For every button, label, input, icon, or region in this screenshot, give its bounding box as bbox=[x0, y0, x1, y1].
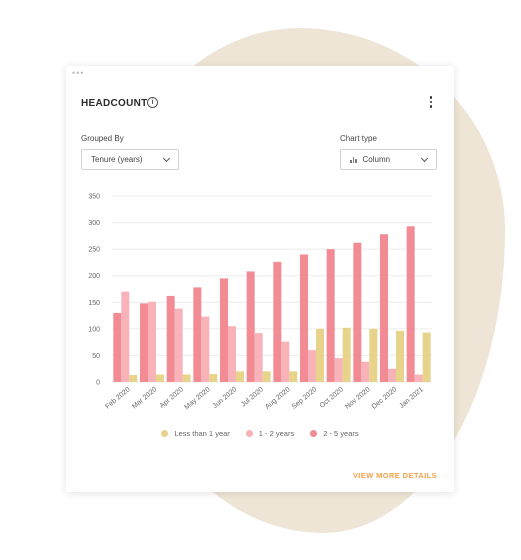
y-tick-label: 350 bbox=[88, 194, 100, 201]
x-tick-label: Oct 2020 bbox=[319, 386, 345, 410]
headcount-card: ••• HEADCOUNT i Grouped By Tenure (years… bbox=[66, 66, 454, 492]
card-title: HEADCOUNT bbox=[81, 98, 148, 109]
grouped-by-select[interactable]: Tenure (years) bbox=[81, 149, 179, 170]
bar-2-5-years[interactable] bbox=[193, 287, 202, 382]
bar-1-2-years[interactable] bbox=[121, 291, 130, 382]
bar-1-2-years[interactable] bbox=[254, 333, 263, 382]
bar-1-2-years[interactable] bbox=[361, 361, 370, 382]
bar-2-5-years[interactable] bbox=[326, 249, 335, 382]
bar-2-5-years[interactable] bbox=[113, 312, 122, 382]
x-tick-label: Jul 2020 bbox=[240, 386, 265, 408]
legend-label: 2 - 5 years bbox=[323, 429, 359, 438]
bar-1-2-years[interactable] bbox=[334, 358, 343, 382]
bar-2-5-years[interactable] bbox=[353, 242, 362, 382]
bar-less-than-1-year[interactable] bbox=[369, 328, 378, 382]
x-tick-label: Aug 2020 bbox=[264, 386, 292, 411]
bar-less-than-1-year[interactable] bbox=[156, 374, 164, 382]
bar-1-2-years[interactable] bbox=[148, 301, 156, 382]
x-tick-label: Apr 2020 bbox=[159, 386, 185, 410]
headcount-column-chart: 0 50 100 150 200 250 300 350 Feb 2020 Mar 2020 Ap… bbox=[88, 194, 432, 411]
x-tick-label: Mar 2020 bbox=[131, 386, 158, 410]
more-options-icon[interactable] bbox=[426, 94, 436, 110]
grouped-by-value: Tenure (years) bbox=[91, 155, 143, 164]
bar-1-2-years[interactable] bbox=[228, 326, 236, 382]
chart-legend: Less than 1 year 1 - 2 years 2 - 5 years bbox=[66, 429, 454, 438]
bar-less-than-1-year[interactable] bbox=[342, 327, 351, 382]
y-axis-ticks: 0 50 100 150 200 250 300 350 bbox=[88, 194, 100, 387]
bar-less-than-1-year[interactable] bbox=[316, 328, 324, 382]
legend-item[interactable]: 1 - 2 years bbox=[245, 429, 295, 438]
legend-label: 1 - 2 years bbox=[258, 429, 295, 438]
bar-less-than-1-year[interactable] bbox=[289, 371, 298, 382]
bar-less-than-1-year[interactable] bbox=[262, 371, 271, 382]
bar-less-than-1-year[interactable] bbox=[129, 375, 138, 382]
bar-less-than-1-year[interactable] bbox=[236, 371, 244, 382]
x-tick-label: Feb 2020 bbox=[104, 386, 131, 410]
y-tick-label: 100 bbox=[88, 326, 100, 333]
bars bbox=[113, 226, 431, 382]
drag-handle-icon[interactable]: ••• bbox=[72, 68, 85, 78]
y-tick-label: 50 bbox=[92, 353, 100, 360]
chart-type-label: Chart type bbox=[340, 134, 377, 143]
bar-2-5-years[interactable] bbox=[140, 303, 148, 382]
bar-less-than-1-year[interactable] bbox=[209, 374, 218, 382]
bar-2-5-years[interactable] bbox=[406, 226, 415, 382]
x-tick-label: Jan 2021 bbox=[398, 386, 425, 410]
bar-1-2-years[interactable] bbox=[174, 308, 183, 382]
chevron-down-icon bbox=[162, 154, 171, 163]
bar-2-5-years[interactable] bbox=[246, 271, 255, 382]
chart-type-select[interactable]: Column bbox=[340, 149, 437, 170]
legend-swatch bbox=[310, 430, 318, 437]
legend-item[interactable]: 2 - 5 years bbox=[310, 429, 359, 438]
grid-lines bbox=[112, 195, 432, 383]
bar-1-2-years[interactable] bbox=[308, 350, 316, 382]
legend-item[interactable]: Less than 1 year bbox=[161, 429, 230, 438]
bar-1-2-years[interactable] bbox=[201, 316, 210, 382]
bar-2-5-years[interactable] bbox=[220, 278, 228, 382]
column-chart-icon bbox=[350, 156, 357, 163]
y-tick-label: 150 bbox=[88, 300, 100, 307]
x-tick-label: Dec 2020 bbox=[371, 386, 399, 411]
y-tick-label: 300 bbox=[88, 220, 100, 227]
y-tick-label: 200 bbox=[88, 273, 100, 280]
y-tick-label: 0 bbox=[96, 380, 100, 387]
bar-less-than-1-year[interactable] bbox=[422, 332, 431, 382]
bar-1-2-years[interactable] bbox=[388, 368, 396, 382]
legend-swatch bbox=[161, 430, 169, 437]
bar-2-5-years[interactable] bbox=[166, 295, 175, 382]
x-tick-label: Jun 2020 bbox=[212, 386, 239, 410]
chevron-down-icon bbox=[420, 154, 429, 163]
bar-less-than-1-year[interactable] bbox=[182, 374, 191, 382]
x-tick-label: Nov 2020 bbox=[344, 386, 372, 411]
bar-2-5-years[interactable] bbox=[273, 261, 282, 382]
legend-swatch bbox=[245, 430, 253, 437]
legend-label: Less than 1 year bbox=[174, 429, 230, 438]
info-icon[interactable]: i bbox=[147, 97, 158, 108]
x-tick-label: Sep 2020 bbox=[291, 386, 319, 411]
bar-1-2-years[interactable] bbox=[281, 341, 290, 382]
bar-1-2-years[interactable] bbox=[414, 374, 423, 382]
y-tick-label: 250 bbox=[88, 247, 100, 254]
bar-less-than-1-year[interactable] bbox=[396, 330, 404, 382]
x-tick-label: May 2020 bbox=[184, 386, 212, 411]
bar-2-5-years[interactable] bbox=[380, 234, 388, 382]
grouped-by-label: Grouped By bbox=[81, 134, 124, 143]
bar-2-5-years[interactable] bbox=[300, 254, 308, 382]
view-more-details-link[interactable]: VIEW MORE DETAILS bbox=[352, 471, 437, 480]
chart-type-value: Column bbox=[362, 155, 391, 164]
